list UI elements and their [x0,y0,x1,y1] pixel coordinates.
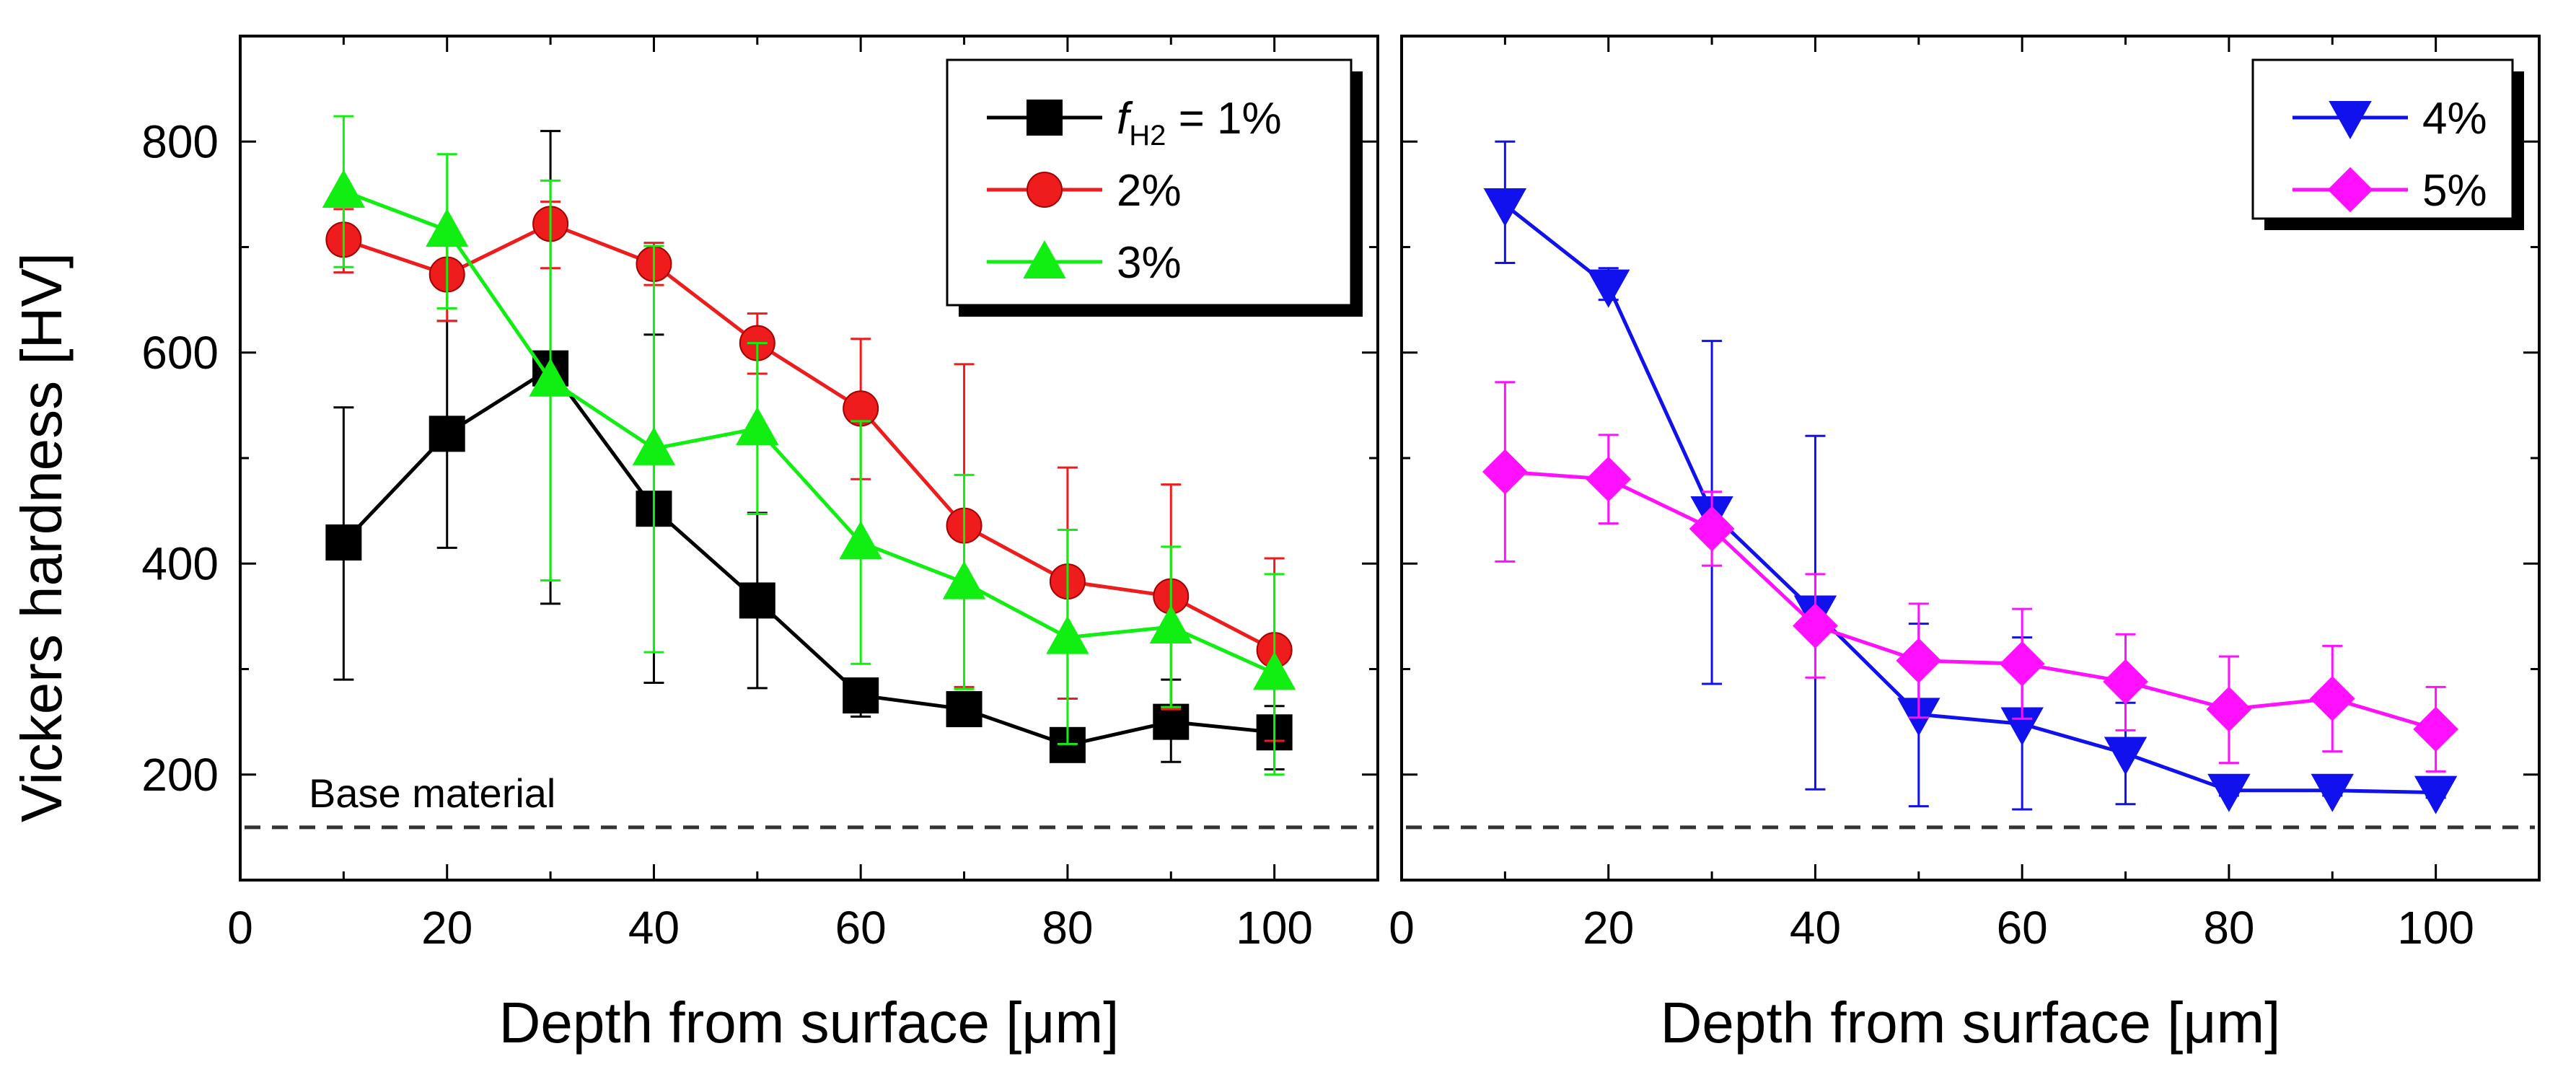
data-point [1586,456,1632,502]
data-point [1046,615,1089,654]
data-point [632,426,676,465]
data-point [946,691,983,728]
legend-box [946,58,1353,307]
x-tick-label: 0 [1389,902,1415,954]
series-4pct [1483,140,2458,814]
base-material-label: Base material [309,770,555,816]
series-5pct [1482,381,2459,773]
x-tick-label: 0 [227,902,253,954]
legend-label: fH2 = 1% [1117,94,1282,151]
x-tick-label: 100 [2397,902,2474,954]
legend-label: 5% [2422,166,2487,216]
data-point [2104,737,2148,775]
legend-box [2251,58,2514,220]
data-point [1149,605,1192,643]
data-point [736,407,779,446]
data-point [1587,269,1630,308]
x-axis-title: Depth from surface [μm] [1661,990,2281,1055]
y-tick-label: 800 [141,115,219,167]
data-point [325,524,362,561]
y-tick-label: 600 [141,327,219,379]
data-point [426,208,469,247]
data-point [1793,603,1838,649]
legend-marker [2329,101,2372,140]
x-tick-label: 40 [1790,902,1841,954]
series-line [1505,470,2437,731]
x-tick-label: 80 [2203,902,2254,954]
data-point [1482,449,1528,495]
legend-label: 4% [2422,94,2487,144]
data-point [1252,651,1296,690]
data-point [942,561,986,599]
series-line [342,366,1275,747]
y-axis-title: Vickers hardness [HV] [9,252,74,822]
legend-marker [1027,172,1063,208]
x-tick-label: 80 [1042,902,1093,954]
legend: 4%5% [2251,58,2524,230]
legend-marker [2327,167,2373,213]
y-tick-label: 200 [141,749,219,801]
data-point [1999,641,2045,687]
x-tick-label: 20 [1583,902,1634,954]
x-tick-label: 60 [1997,902,2048,954]
legend: fH2 = 1% 2% 3% [946,58,1363,317]
data-point [2311,773,2354,812]
legend-marker [1023,239,1066,278]
x-tick-label: 100 [1236,902,1313,954]
data-point [1896,638,1942,684]
data-point [428,416,465,452]
data-point [839,520,882,559]
data-point [2414,775,2458,814]
x-tick-label: 60 [835,902,887,954]
x-axis-title: Depth from surface [μm] [499,990,1120,1055]
x-tick-label: 20 [421,902,472,954]
data-point [529,358,572,397]
data-point [2103,659,2148,705]
legend-marker [1027,100,1063,136]
data-point [843,677,879,714]
legend-label: 2% [1117,166,1182,216]
data-point [2413,706,2459,752]
series-line [343,221,1275,652]
left-panel: 0 20 40 60 80 100 200 400 600 800 Depth from surfa… [141,35,1379,1055]
data-point [1153,703,1190,740]
data-point [1483,188,1527,227]
data-point [1689,506,1735,552]
data-point [322,169,366,208]
data-point [2309,676,2355,721]
series-line [1503,203,2436,795]
data-point [2207,773,2251,812]
legend-label: 3% [1117,238,1182,288]
y-tick-label: 400 [141,537,219,589]
series-3pct [322,115,1296,776]
data-point [2206,686,2252,732]
series-line [343,189,1275,675]
data-point [739,582,775,619]
x-tick-label: 40 [628,902,680,954]
